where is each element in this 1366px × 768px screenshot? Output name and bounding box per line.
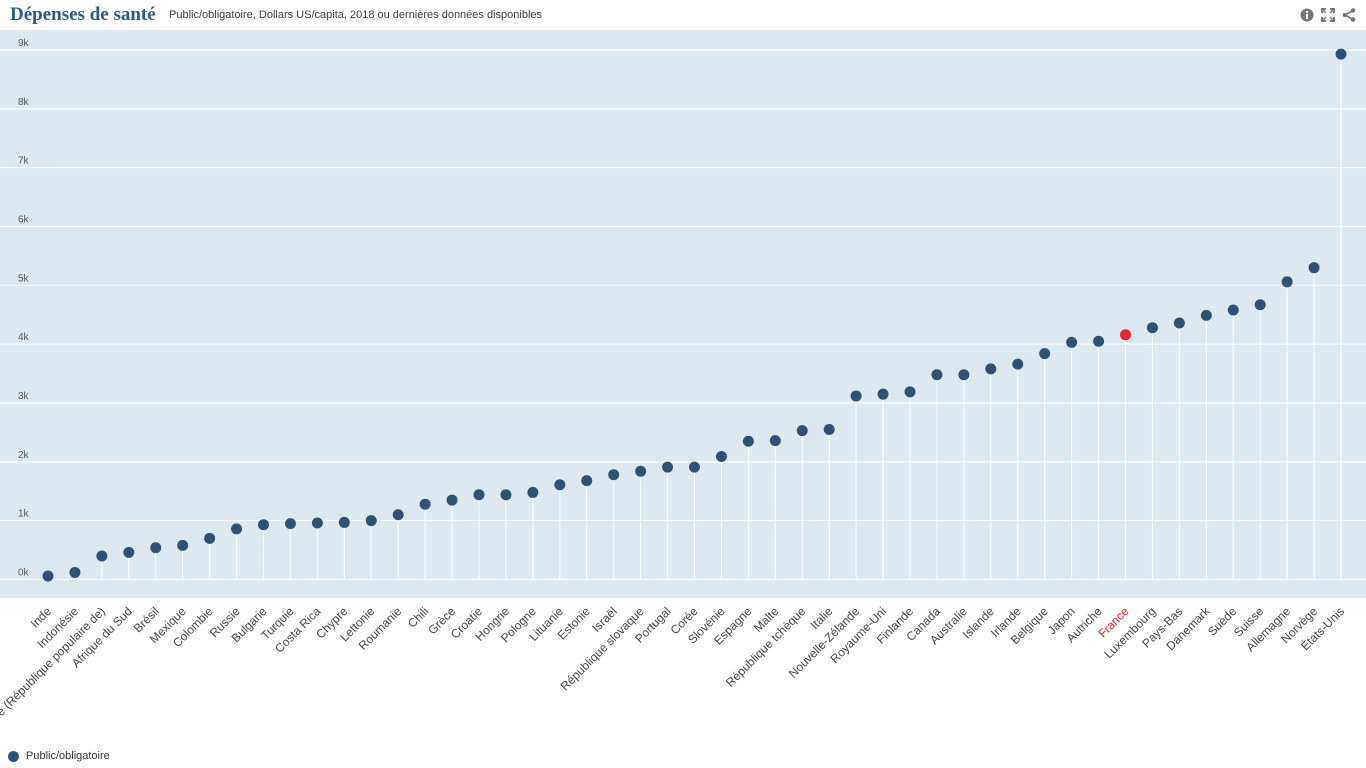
data-point	[742, 435, 754, 447]
data-point	[231, 523, 243, 535]
data-point	[473, 489, 485, 501]
data-point-highlight	[1120, 329, 1131, 341]
chart-toolbar	[1299, 7, 1356, 22]
data-point	[554, 479, 566, 491]
data-point	[96, 550, 108, 562]
data-point	[1039, 348, 1051, 360]
y-tick-label: 8k	[18, 97, 30, 108]
y-tick-label: 5k	[18, 273, 30, 284]
chart-header: Dépenses de santé Public/obligatoire, Do…	[0, 0, 1366, 30]
gridlines	[0, 49, 1366, 580]
y-tick-label: 3k	[18, 391, 30, 402]
data-point	[1173, 317, 1185, 329]
chart-title: Dépenses de santé	[10, 4, 156, 25]
data-point	[985, 363, 997, 375]
data-point	[284, 518, 296, 530]
share-icon[interactable]	[1341, 7, 1356, 22]
y-tick-label: 1k	[18, 509, 30, 520]
data-point	[1066, 336, 1078, 348]
stems	[47, 54, 1342, 580]
legend-marker	[8, 750, 19, 762]
info-icon[interactable]	[1299, 7, 1314, 22]
data-point	[689, 461, 700, 473]
data-point	[1335, 48, 1347, 60]
legend[interactable]: Public/obligatoire	[8, 750, 110, 762]
data-point	[392, 509, 404, 521]
data-points	[42, 48, 1347, 582]
data-point	[123, 546, 135, 558]
data-point	[1308, 262, 1320, 274]
data-point	[635, 465, 647, 477]
data-point	[823, 423, 835, 435]
data-point	[850, 390, 862, 402]
data-point	[796, 425, 808, 437]
y-tick-label: 4k	[18, 332, 30, 343]
legend-label: Public/obligatoire	[26, 750, 110, 762]
data-point	[258, 519, 269, 531]
data-point	[1227, 304, 1239, 316]
chart-area: 0k 1k 2k 3k 4k 5k 6k 7k 8k 9k IndeIndonésieChine …	[0, 30, 1366, 737]
data-point	[931, 369, 943, 381]
fullscreen-icon[interactable]	[1320, 7, 1335, 22]
data-point	[69, 566, 81, 578]
data-point	[150, 542, 162, 554]
y-tick-label: 9k	[18, 38, 30, 49]
data-point	[662, 461, 674, 473]
y-tick-label: 7k	[18, 156, 30, 167]
data-point	[958, 369, 970, 381]
data-point	[904, 386, 916, 398]
data-point	[446, 494, 458, 506]
data-point	[311, 517, 323, 529]
data-point	[527, 486, 539, 498]
y-tick-label: 6k	[18, 215, 30, 226]
data-point	[1146, 322, 1158, 334]
data-point	[1093, 335, 1105, 347]
data-point	[769, 435, 781, 447]
data-point	[1254, 299, 1266, 311]
data-point	[177, 539, 189, 551]
data-point	[500, 489, 512, 501]
data-point	[1281, 276, 1293, 288]
plot-background	[0, 30, 1366, 598]
data-point	[608, 469, 620, 481]
data-point	[1200, 309, 1212, 321]
data-point	[204, 532, 216, 544]
data-point	[419, 498, 431, 510]
data-point	[581, 475, 593, 487]
y-tick-label: 0k	[18, 568, 30, 579]
data-point	[365, 515, 377, 527]
y-axis-tick-labels: 0k 1k 2k 3k 4k 5k 6k 7k 8k 9k	[18, 38, 30, 579]
data-point	[338, 516, 350, 528]
y-tick-label: 2k	[18, 450, 30, 461]
data-point	[1012, 358, 1024, 370]
chart-subtitle: Public/obligatoire, Dollars US/capita, 2…	[169, 9, 543, 21]
data-point	[715, 451, 727, 463]
data-point	[42, 570, 54, 582]
data-point	[877, 388, 889, 400]
